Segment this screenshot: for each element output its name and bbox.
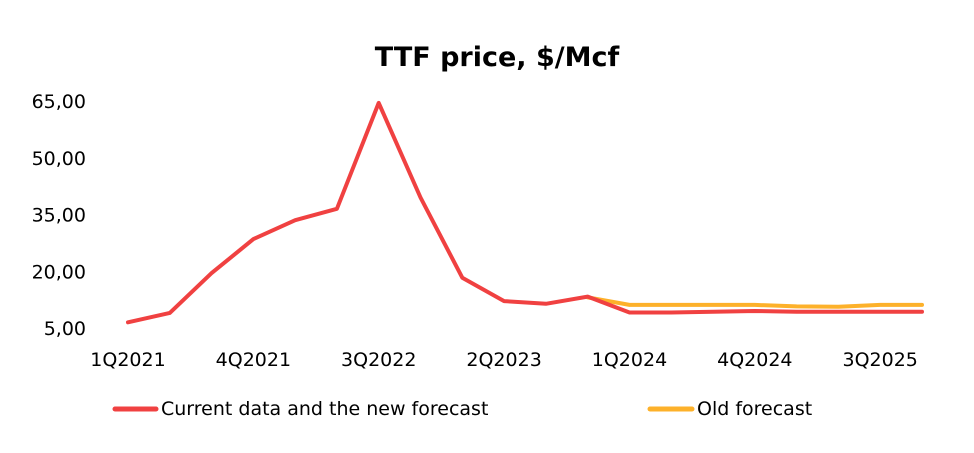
series-line-old-forecast xyxy=(585,295,924,309)
x-axis: 1Q2021 4Q2021 3Q2022 2Q2023 1Q2024 4Q2024 3Q20… xyxy=(90,349,918,371)
x-tick-label: 1Q2021 xyxy=(90,349,165,371)
y-tick-label: 20,00 xyxy=(32,261,86,283)
x-tick-label: 2Q2023 xyxy=(466,349,541,371)
legend: Current data and the new forecast Old for… xyxy=(112,398,812,420)
y-axis: 5,00 20,00 35,00 50,00 65,00 xyxy=(32,91,86,340)
series-layer xyxy=(126,100,924,325)
y-tick-label: 50,00 xyxy=(32,148,86,170)
x-tick-label: 4Q2021 xyxy=(216,349,291,371)
chart-title: TTF price, $/Mcf xyxy=(375,42,620,73)
x-tick-label: 1Q2024 xyxy=(592,349,667,371)
y-tick-label: 35,00 xyxy=(32,205,86,227)
y-tick-label: 65,00 xyxy=(32,91,86,113)
y-tick-label: 5,00 xyxy=(44,318,86,340)
series-line-current-data-and-the-new-forecast xyxy=(126,100,924,325)
legend-label-current-data-and-the-new-forecast: Current data and the new forecast xyxy=(161,398,488,420)
x-tick-label: 4Q2024 xyxy=(717,349,792,371)
x-tick-label: 3Q2025 xyxy=(843,349,918,371)
x-tick-label: 3Q2022 xyxy=(341,349,416,371)
legend-label-old-forecast: Old forecast xyxy=(697,398,812,420)
